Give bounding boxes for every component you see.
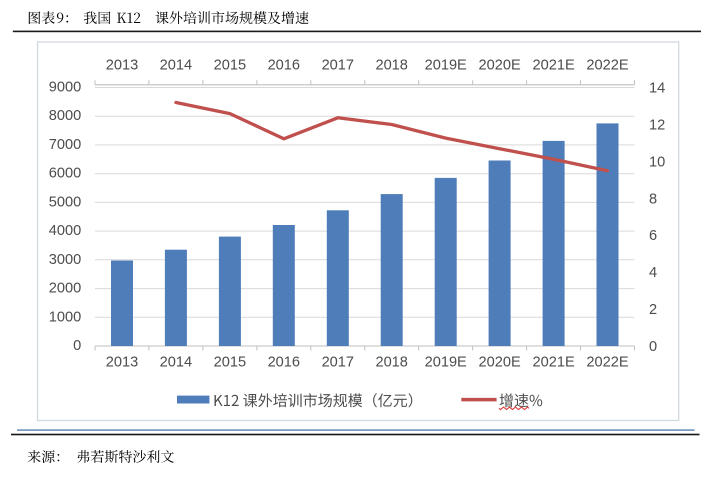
svg-text:8: 8 (649, 191, 657, 207)
svg-text:2019E: 2019E (425, 58, 467, 74)
svg-text:2022E: 2022E (586, 355, 628, 371)
svg-text:2018: 2018 (375, 58, 407, 74)
svg-text:6000: 6000 (49, 166, 81, 182)
svg-text:2017: 2017 (322, 58, 354, 74)
svg-text:2014: 2014 (160, 355, 192, 371)
svg-text:2020E: 2020E (478, 355, 520, 371)
svg-text:10: 10 (649, 154, 665, 170)
svg-text:8000: 8000 (49, 108, 81, 124)
svg-text:2016: 2016 (268, 58, 300, 74)
svg-text:14: 14 (649, 81, 665, 97)
svg-text:4000: 4000 (49, 223, 81, 239)
svg-text:2000: 2000 (49, 281, 81, 297)
svg-text:6: 6 (649, 228, 657, 244)
svg-text:2021E: 2021E (532, 355, 574, 371)
svg-text:3000: 3000 (49, 252, 81, 268)
svg-text:7000: 7000 (49, 137, 81, 153)
svg-text:2017: 2017 (322, 355, 354, 371)
svg-text:2021E: 2021E (532, 58, 574, 74)
svg-text:12: 12 (649, 117, 665, 133)
svg-text:4: 4 (649, 265, 657, 281)
svg-text:0: 0 (73, 338, 81, 354)
svg-text:2015: 2015 (214, 355, 246, 371)
svg-text:2019E: 2019E (425, 355, 467, 371)
svg-text:2016: 2016 (268, 355, 300, 371)
svg-text:2015: 2015 (214, 58, 246, 74)
svg-text:2: 2 (649, 302, 657, 318)
svg-text:2014: 2014 (160, 58, 192, 74)
svg-text:2018: 2018 (375, 355, 407, 371)
svg-text:2013: 2013 (106, 58, 138, 74)
svg-text:2020E: 2020E (478, 58, 520, 74)
svg-text:2013: 2013 (106, 355, 138, 371)
svg-text:2022E: 2022E (586, 58, 628, 74)
svg-text:9000: 9000 (49, 80, 81, 96)
svg-text:1000: 1000 (49, 309, 81, 325)
svg-text:0: 0 (649, 339, 657, 355)
svg-text:5000: 5000 (49, 194, 81, 210)
